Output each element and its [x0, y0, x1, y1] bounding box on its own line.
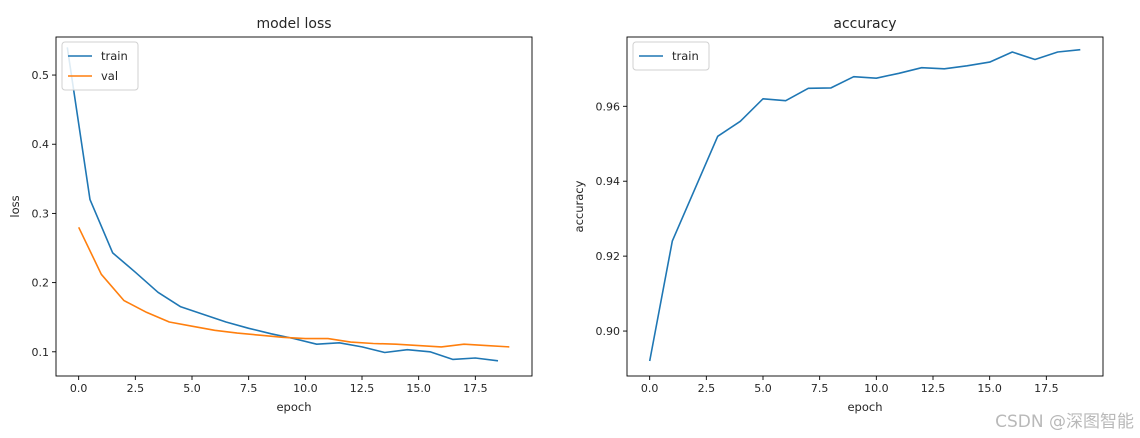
chart-1: 0.0 2.5 5.0 7.5 10.0 12.5 15.0 17.5 0.1 0.2 0.3 0.4… — [8, 16, 533, 414]
x-tick-label: 7.5 — [811, 382, 829, 395]
y-tick-label: 0.1 — [32, 346, 50, 359]
y-tick-label: 0.3 — [32, 207, 50, 220]
chart-title: model loss — [256, 16, 331, 32]
y-tick-label: 0.2 — [32, 277, 50, 290]
series-line-train — [66, 47, 499, 362]
axes-frame — [626, 36, 1104, 377]
x-tick-label: 0.0 — [641, 382, 659, 395]
x-tick-label: 2.5 — [127, 382, 145, 395]
x-tick-label: 2.5 — [698, 382, 716, 395]
axes-frame — [55, 36, 533, 377]
x-tick-label: 7.5 — [240, 382, 258, 395]
x-tick-label: 12.5 — [921, 382, 946, 395]
x-tick-label: 5.0 — [183, 382, 201, 395]
x-axis-label: epoch — [847, 400, 882, 414]
legend-box — [632, 41, 710, 71]
y-tick-label: 0.4 — [32, 138, 50, 151]
x-tick-label: 17.5 — [463, 382, 488, 395]
x-tick-label: 0.0 — [70, 382, 88, 395]
chart-2: 0.0 2.5 5.0 7.5 10.0 12.5 15.0 17.5 0.90 0.92 0.94… — [572, 16, 1104, 414]
x-axis-label: epoch — [276, 400, 311, 414]
legend: train — [632, 41, 710, 71]
y-axis-label: accuracy — [572, 180, 586, 232]
x-tick-label: 15.0 — [406, 382, 431, 395]
chart-title: accuracy — [833, 16, 896, 32]
x-tick-label: 5.0 — [754, 382, 772, 395]
x-tick-label: 10.0 — [293, 382, 318, 395]
y-axis-label: loss — [8, 195, 22, 217]
legend-label-val: val — [101, 69, 118, 83]
y-tick-label: 0.94 — [596, 175, 621, 188]
legend-label-train: train — [101, 49, 128, 63]
x-tick-label: 15.0 — [977, 382, 1002, 395]
x-tick-label: 17.5 — [1034, 382, 1059, 395]
watermark: CSDN @深图智能 — [995, 412, 1134, 432]
y-tick-label: 0.92 — [596, 250, 621, 263]
series-line-val — [77, 226, 510, 348]
legend: train val — [61, 41, 139, 91]
y-tick-label: 0.96 — [596, 100, 621, 113]
legend-box — [61, 41, 139, 91]
y-tick-label: 0.90 — [596, 325, 621, 338]
x-tick-label: 10.0 — [864, 382, 889, 395]
series-line-train — [648, 48, 1081, 362]
legend-label-train: train — [672, 49, 699, 63]
y-tick-label: 0.5 — [32, 69, 50, 82]
x-tick-label: 12.5 — [350, 382, 375, 395]
